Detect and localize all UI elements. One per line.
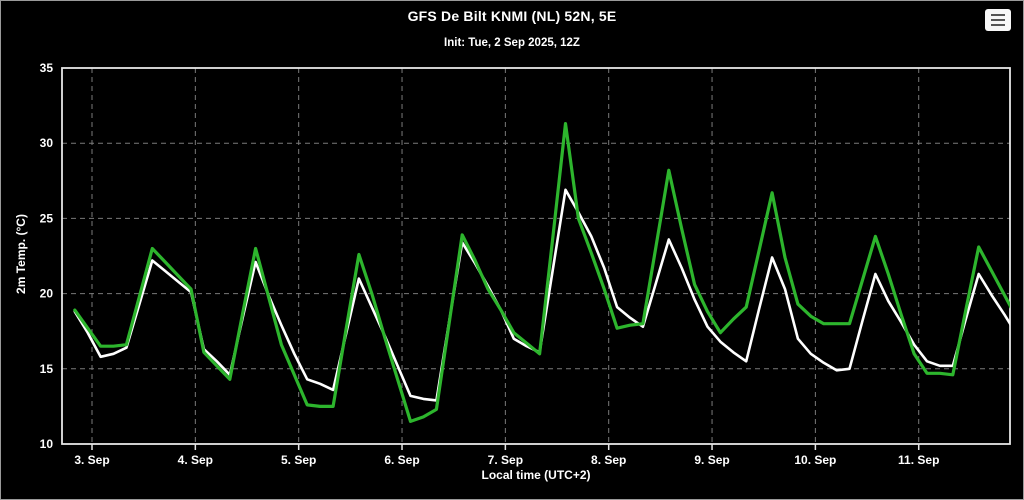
y-tick-label: 25 bbox=[40, 211, 54, 225]
series-green-line[interactable] bbox=[73, 121, 1018, 423]
x-tick-label: 10. Sep bbox=[794, 453, 836, 467]
y-tick-label: 10 bbox=[40, 437, 54, 451]
x-tick-label: 3. Sep bbox=[74, 453, 109, 467]
x-axis-title: Local time (UTC+2) bbox=[481, 468, 591, 482]
chart-subtitle: Init: Tue, 2 Sep 2025, 12Z bbox=[444, 37, 580, 49]
plot-border bbox=[61, 67, 1011, 445]
x-tick-label: 4. Sep bbox=[178, 453, 213, 467]
x-tick-label: 6. Sep bbox=[384, 453, 419, 467]
y-tick-label: 15 bbox=[40, 362, 54, 376]
chart-context-menu-button[interactable] bbox=[985, 9, 1011, 31]
x-tick-label: 8. Sep bbox=[591, 453, 626, 467]
x-tick-label: 9. Sep bbox=[694, 453, 729, 467]
y-tick-label: 30 bbox=[40, 136, 54, 150]
x-tick-label: 7. Sep bbox=[488, 453, 523, 467]
x-tick-label: 5. Sep bbox=[281, 453, 316, 467]
x-tick-label: 11. Sep bbox=[898, 453, 939, 467]
hamburger-menu-icon bbox=[991, 13, 1005, 17]
y-tick-label: 35 bbox=[40, 61, 54, 75]
y-tick-label: 20 bbox=[40, 287, 54, 301]
chart-title: GFS De Bilt KNMI (NL) 52N, 5E bbox=[407, 8, 617, 24]
